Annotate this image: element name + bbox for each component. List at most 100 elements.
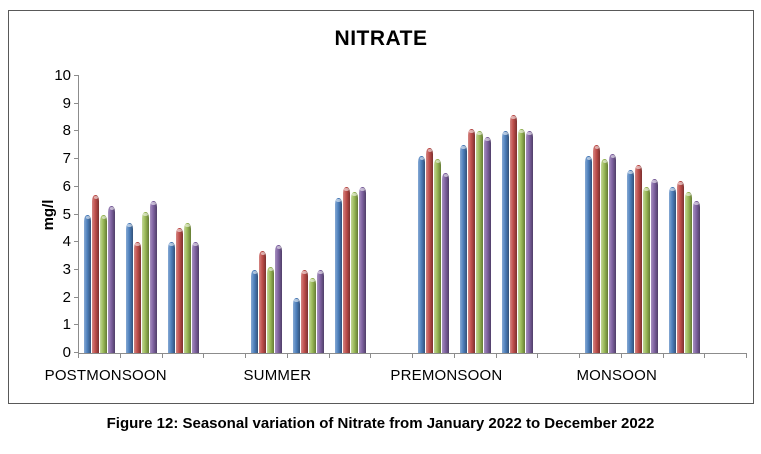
y-axis-tick [74, 268, 79, 270]
x-axis-category-label: MONSOON [576, 367, 658, 384]
y-axis-tick [74, 102, 79, 104]
bar-subgroup [330, 76, 372, 353]
bar-series-purple [275, 244, 283, 353]
bar-series-blue [418, 156, 426, 353]
x-axis-tick [328, 353, 330, 358]
bar-subgroup [664, 76, 706, 353]
x-axis-tick [495, 353, 497, 358]
bar-series-green [601, 159, 609, 353]
bar-series-green [684, 192, 692, 353]
bar-series-red [301, 269, 309, 353]
bar-series-green [517, 128, 525, 353]
x-axis-tick [286, 353, 288, 358]
x-axis-tick [704, 353, 706, 358]
x-axis-tick [370, 353, 372, 358]
bar-subgroup [455, 76, 497, 353]
bar-series-red [259, 250, 267, 353]
bar-series-green [434, 159, 442, 353]
y-axis-tick-label: 2 [62, 288, 71, 306]
bar-subgroup [121, 76, 163, 353]
bar-series-purple [484, 136, 492, 353]
bar-subgroup [413, 76, 455, 353]
bar-series-purple [525, 131, 533, 353]
bar-series-green [100, 214, 108, 353]
group-gap [705, 76, 747, 353]
bar-series-green [183, 222, 191, 353]
bar-series-blue [167, 242, 175, 353]
bar-series-green [267, 267, 275, 353]
y-axis-tick-label: 5 [62, 205, 71, 223]
bar-series-purple [191, 242, 199, 353]
bar-series-purple [150, 200, 158, 353]
bar-subgroup [79, 76, 121, 353]
bar-series-green [476, 131, 484, 353]
bar-series-blue [334, 197, 342, 353]
y-axis-tick-label: 0 [62, 344, 71, 361]
x-axis-category-label: SUMMER [243, 367, 312, 384]
bar-series-blue [84, 214, 92, 353]
x-axis-tick [245, 353, 246, 358]
x-axis-tick [453, 353, 455, 358]
bar-series-blue [251, 269, 259, 353]
bar-subgroup [580, 76, 622, 353]
bar-series-purple [317, 269, 325, 353]
bar-series-red [468, 128, 476, 353]
bar-series-green [309, 278, 317, 353]
x-axis-tick [161, 353, 163, 358]
y-axis-tick-label: 6 [62, 177, 71, 195]
bar-series-purple [108, 206, 116, 353]
bar-series-purple [358, 186, 366, 353]
x-axis-tick [620, 353, 622, 358]
bar-series-red [635, 164, 643, 353]
chart-frame: NITRATE mg/l 0 1 2 3 4 5 6 7 8 9 10 POSTMONSOON SUMM… [8, 10, 754, 404]
x-axis-tick [662, 353, 664, 358]
bar-series-purple [692, 200, 700, 353]
x-axis-tick [412, 353, 413, 358]
bar-subgroup [497, 76, 539, 353]
bar-series-red [92, 195, 100, 353]
group-gap [371, 76, 413, 353]
bar-series-purple [609, 153, 617, 353]
bar-series-red [426, 148, 434, 353]
bar-subgroup [288, 76, 330, 353]
y-axis-tick [74, 158, 79, 160]
bar-series-red [509, 114, 517, 353]
plot-area: mg/l 0 1 2 3 4 5 6 7 8 9 10 POSTMONSOON SUMMER PREMON… [40, 67, 747, 384]
y-axis-tick [74, 130, 79, 132]
x-axis-tick [579, 353, 580, 358]
x-axis-category-label: PREMONSOON [390, 367, 503, 384]
y-axis-tick [74, 324, 79, 326]
bar-series-green [142, 211, 150, 353]
x-axis-tick [537, 353, 539, 358]
y-axis-tick-label: 9 [62, 94, 71, 112]
bar-series-red [593, 145, 601, 353]
y-axis-tick [74, 296, 79, 298]
bar-series-red [676, 181, 684, 353]
bar-series-blue [126, 222, 134, 353]
bar-series-blue [501, 131, 509, 353]
bar-subgroup [622, 76, 664, 353]
y-axis-tick-label: 4 [62, 233, 71, 251]
y-axis-tick [74, 241, 79, 243]
y-axis-tick-label: 8 [62, 122, 71, 140]
bar-series-blue [668, 186, 676, 353]
bar-series-blue [627, 170, 635, 353]
x-axis-tick [746, 353, 747, 358]
group-gap [538, 76, 580, 353]
bar-subgroup [163, 76, 205, 353]
figure-caption: Figure 12: Seasonal variation of Nitrate… [106, 415, 655, 432]
group-gap [204, 76, 246, 353]
x-axis-tick [203, 353, 205, 358]
bar-series-green [643, 186, 651, 353]
x-axis-tick [78, 353, 79, 358]
chart-title: NITRATE [334, 27, 428, 50]
bar-series-blue [585, 156, 593, 353]
bar-series-green [350, 192, 358, 353]
bar-series-blue [293, 297, 301, 353]
y-axis-tick-label: 3 [62, 260, 71, 278]
bar-series-purple [442, 172, 450, 353]
y-axis-tick [74, 213, 79, 215]
y-axis-tick [74, 352, 79, 353]
y-axis-tick-label: 1 [62, 316, 71, 334]
bar-series-red [342, 186, 350, 353]
